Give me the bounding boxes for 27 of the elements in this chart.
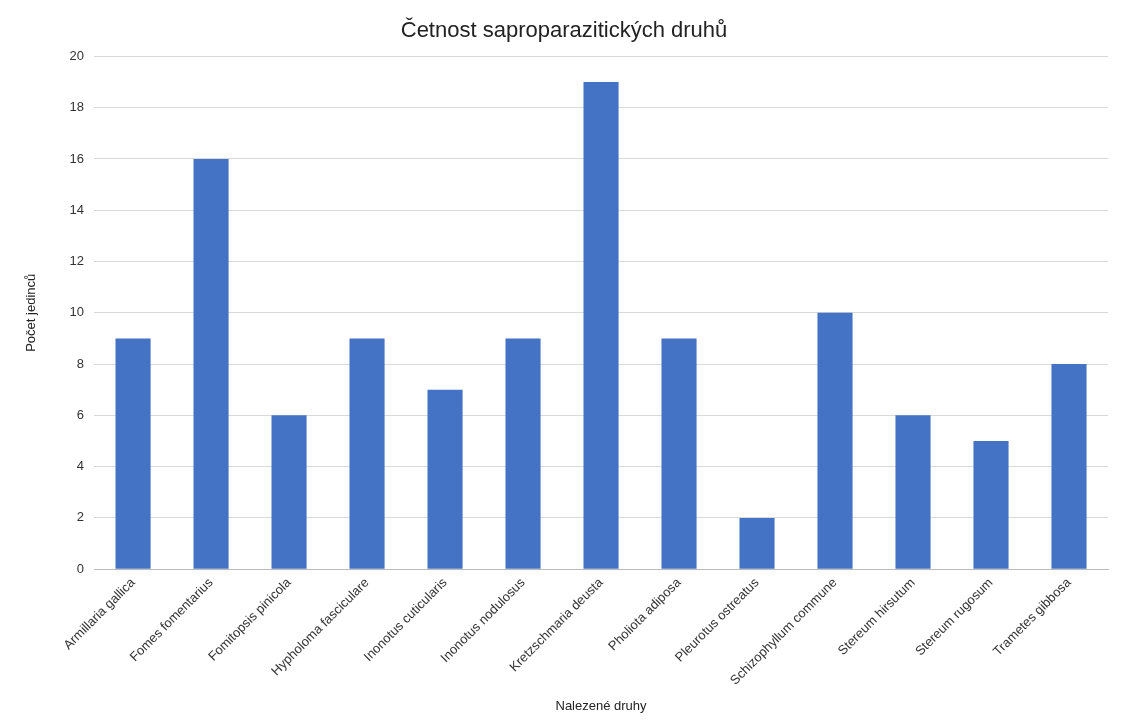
y-tick-label: 6	[76, 406, 85, 422]
bar	[661, 338, 697, 569]
y-tick-label: 0	[76, 560, 85, 576]
bar	[193, 158, 229, 569]
bar	[973, 440, 1009, 569]
bar	[505, 338, 541, 569]
bar	[895, 415, 931, 569]
bar	[115, 338, 151, 569]
y-tick-label: 16	[69, 150, 85, 166]
bar	[271, 415, 307, 569]
y-tick-label: 18	[69, 99, 85, 115]
y-tick-label: 10	[69, 304, 85, 320]
y-tick-label: 20	[69, 47, 85, 63]
x-axis-title: Nalezené druhy	[555, 697, 648, 713]
y-tick-label: 12	[69, 253, 85, 269]
y-tick-label: 8	[76, 355, 85, 371]
bar	[817, 312, 853, 569]
bar	[1051, 364, 1087, 569]
chart-title: Četnost saproparazitických druhů	[400, 17, 728, 43]
y-tick-label: 14	[69, 201, 85, 217]
bar	[427, 389, 463, 569]
y-tick-label: 4	[76, 458, 85, 474]
bar	[739, 517, 775, 569]
y-tick-label: 2	[76, 509, 85, 525]
bar	[583, 82, 619, 569]
bar	[349, 338, 385, 569]
y-axis-title: Počet jedinců	[23, 273, 39, 352]
